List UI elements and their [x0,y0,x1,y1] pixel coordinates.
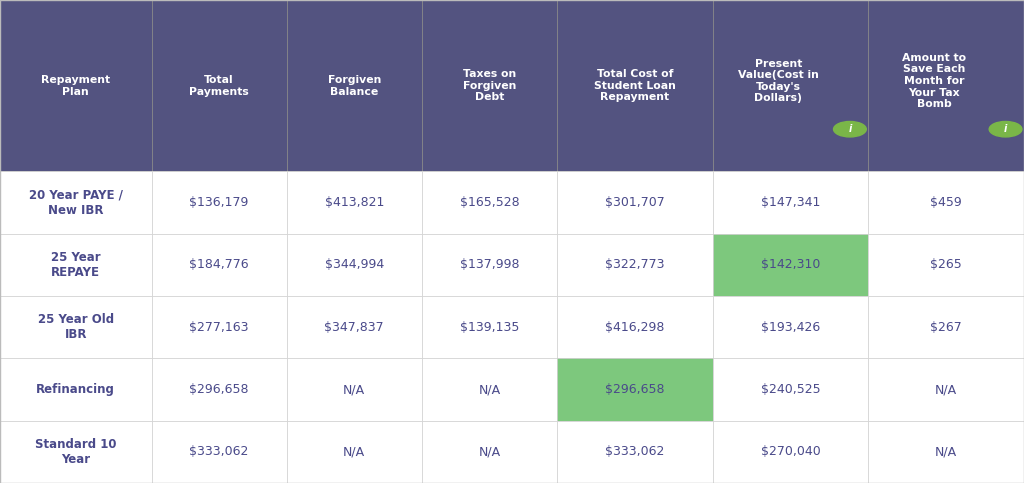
Text: $137,998: $137,998 [460,258,519,271]
FancyBboxPatch shape [0,234,152,296]
FancyBboxPatch shape [713,296,868,358]
Text: $301,707: $301,707 [605,196,665,209]
Text: N/A: N/A [935,445,957,458]
FancyBboxPatch shape [152,0,287,171]
FancyBboxPatch shape [287,234,422,296]
FancyBboxPatch shape [557,171,713,234]
Text: N/A: N/A [343,445,366,458]
FancyBboxPatch shape [152,296,287,358]
FancyBboxPatch shape [287,0,422,171]
FancyBboxPatch shape [713,358,868,421]
Text: Present
Value(Cost in
Today's
Dollars): Present Value(Cost in Today's Dollars) [738,58,818,103]
Text: $193,426: $193,426 [761,321,820,334]
Circle shape [834,121,866,137]
FancyBboxPatch shape [713,0,868,171]
FancyBboxPatch shape [557,0,713,171]
Text: $139,135: $139,135 [460,321,519,334]
Text: $459: $459 [930,196,963,209]
Text: $270,040: $270,040 [761,445,820,458]
Text: i: i [1004,124,1008,134]
FancyBboxPatch shape [713,171,868,234]
Text: Amount to
Save Each
Month for
Your Tax
Bomb: Amount to Save Each Month for Your Tax B… [902,53,966,109]
FancyBboxPatch shape [868,171,1024,234]
Text: N/A: N/A [478,383,501,396]
Text: 20 Year PAYE /
New IBR: 20 Year PAYE / New IBR [29,189,123,216]
FancyBboxPatch shape [868,296,1024,358]
FancyBboxPatch shape [0,421,152,483]
Circle shape [989,121,1022,137]
FancyBboxPatch shape [287,171,422,234]
Text: Repayment
Plan: Repayment Plan [41,75,111,97]
FancyBboxPatch shape [422,296,557,358]
Text: $277,163: $277,163 [189,321,249,334]
FancyBboxPatch shape [152,421,287,483]
Text: $416,298: $416,298 [605,321,665,334]
Text: $413,821: $413,821 [325,196,384,209]
FancyBboxPatch shape [0,296,152,358]
Text: N/A: N/A [935,383,957,396]
FancyBboxPatch shape [868,358,1024,421]
FancyBboxPatch shape [0,171,152,234]
FancyBboxPatch shape [152,234,287,296]
FancyBboxPatch shape [422,171,557,234]
FancyBboxPatch shape [287,358,422,421]
Text: 25 Year Old
IBR: 25 Year Old IBR [38,313,114,341]
Text: $240,525: $240,525 [761,383,820,396]
FancyBboxPatch shape [557,421,713,483]
FancyBboxPatch shape [0,0,152,171]
Text: Total Cost of
Student Loan
Repayment: Total Cost of Student Loan Repayment [594,69,676,102]
FancyBboxPatch shape [713,234,868,296]
Text: Refinancing: Refinancing [36,383,116,396]
FancyBboxPatch shape [152,171,287,234]
FancyBboxPatch shape [422,234,557,296]
Text: Total
Payments: Total Payments [189,75,249,97]
Text: $184,776: $184,776 [189,258,249,271]
Text: $296,658: $296,658 [605,383,665,396]
Text: $147,341: $147,341 [761,196,820,209]
Text: i: i [848,124,852,134]
Text: Forgiven
Balance: Forgiven Balance [328,75,381,97]
FancyBboxPatch shape [0,358,152,421]
Text: $333,062: $333,062 [189,445,249,458]
Text: $296,658: $296,658 [189,383,249,396]
Text: Taxes on
Forgiven
Debt: Taxes on Forgiven Debt [463,69,516,102]
Text: N/A: N/A [343,383,366,396]
FancyBboxPatch shape [868,0,1024,171]
Text: $344,994: $344,994 [325,258,384,271]
FancyBboxPatch shape [287,421,422,483]
Text: $267: $267 [930,321,963,334]
Text: $333,062: $333,062 [605,445,665,458]
Text: $265: $265 [930,258,963,271]
Text: $347,837: $347,837 [325,321,384,334]
Text: $142,310: $142,310 [761,258,820,271]
FancyBboxPatch shape [557,234,713,296]
FancyBboxPatch shape [557,296,713,358]
Text: N/A: N/A [478,445,501,458]
FancyBboxPatch shape [422,421,557,483]
Text: $136,179: $136,179 [189,196,249,209]
FancyBboxPatch shape [287,296,422,358]
FancyBboxPatch shape [557,358,713,421]
Text: $322,773: $322,773 [605,258,665,271]
FancyBboxPatch shape [152,358,287,421]
FancyBboxPatch shape [713,421,868,483]
Text: Standard 10
Year: Standard 10 Year [35,438,117,466]
Text: $165,528: $165,528 [460,196,519,209]
FancyBboxPatch shape [422,0,557,171]
FancyBboxPatch shape [868,234,1024,296]
FancyBboxPatch shape [868,421,1024,483]
FancyBboxPatch shape [422,358,557,421]
Text: 25 Year
REPAYE: 25 Year REPAYE [51,251,100,279]
